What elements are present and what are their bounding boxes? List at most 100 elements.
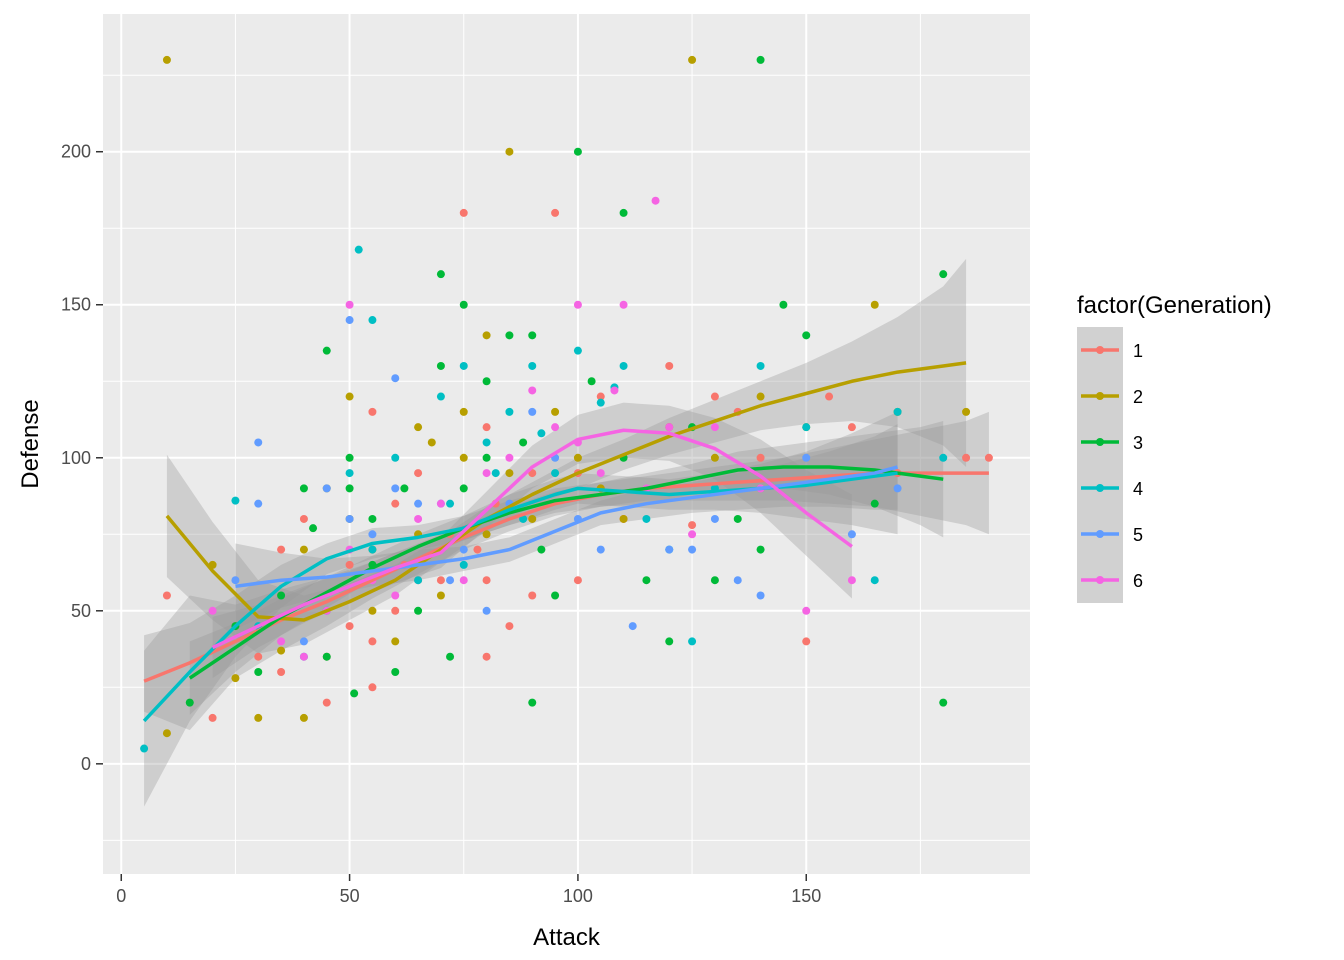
point-gen-5 xyxy=(322,484,331,493)
point-gen-3 xyxy=(665,637,674,646)
point-gen-3 xyxy=(436,270,445,279)
point-gen-5 xyxy=(756,591,765,600)
x-tick-label: 0 xyxy=(116,886,126,906)
point-gen-1 xyxy=(277,545,286,554)
point-gen-6 xyxy=(802,606,811,615)
point-gen-3 xyxy=(277,591,286,600)
point-gen-4 xyxy=(354,245,363,254)
point-gen-1 xyxy=(482,652,491,661)
point-gen-3 xyxy=(939,270,948,279)
point-gen-5 xyxy=(254,438,263,447)
point-gen-4 xyxy=(551,469,560,478)
point-gen-3 xyxy=(528,331,537,340)
point-gen-1 xyxy=(391,499,400,508)
point-gen-1 xyxy=(847,423,856,432)
point-gen-1 xyxy=(505,622,514,631)
legend-point-6 xyxy=(1096,576,1104,584)
point-gen-3 xyxy=(528,698,537,707)
confidence-band-3 xyxy=(189,421,944,715)
point-gen-4 xyxy=(446,499,455,508)
point-gen-3 xyxy=(254,668,263,677)
point-gen-3 xyxy=(642,576,651,585)
legend-label-1: 1 xyxy=(1133,341,1143,361)
axes: 0 50 100 150 0 50 100 150 200 xyxy=(61,142,821,906)
point-gen-2 xyxy=(414,423,423,432)
point-gen-3 xyxy=(619,208,628,217)
point-gen-6 xyxy=(459,576,468,585)
point-gen-2 xyxy=(573,453,582,462)
point-gen-4 xyxy=(802,423,811,432)
point-gen-4 xyxy=(870,576,879,585)
point-gen-4 xyxy=(140,744,149,753)
point-gen-2 xyxy=(436,591,445,600)
point-gen-1 xyxy=(473,545,482,554)
point-gen-3 xyxy=(573,147,582,156)
point-gen-6 xyxy=(651,196,660,205)
point-gen-3 xyxy=(779,300,788,309)
point-gen-5 xyxy=(391,374,400,383)
point-gen-4 xyxy=(688,637,697,646)
point-gen-4 xyxy=(459,361,468,370)
point-gen-5 xyxy=(665,545,674,554)
point-gen-6 xyxy=(505,453,514,462)
smooth-line-3 xyxy=(188,465,944,680)
smooth-line-5 xyxy=(235,465,899,589)
point-gen-1 xyxy=(482,423,491,432)
point-gen-5 xyxy=(299,637,308,646)
point-gen-4 xyxy=(756,361,765,370)
smooth-line-2 xyxy=(165,361,967,622)
point-gen-2 xyxy=(231,674,240,683)
point-gen-6 xyxy=(299,652,308,661)
point-gen-6 xyxy=(665,423,674,432)
point-gen-1 xyxy=(345,560,354,569)
point-gen-5 xyxy=(802,453,811,462)
legend-title: factor(Generation) xyxy=(1077,292,1272,319)
point-gen-4 xyxy=(231,496,240,505)
point-gen-2 xyxy=(254,713,263,722)
legend-point-1 xyxy=(1096,346,1104,354)
point-gen-5 xyxy=(414,499,423,508)
point-gen-1 xyxy=(322,698,331,707)
point-gen-4 xyxy=(482,438,491,447)
point-gen-3 xyxy=(185,698,194,707)
legend-point-3 xyxy=(1096,438,1104,446)
point-gen-2 xyxy=(459,453,468,462)
point-gen-6 xyxy=(619,300,628,309)
point-gen-3 xyxy=(756,545,765,554)
point-gen-3 xyxy=(459,300,468,309)
point-gen-2 xyxy=(459,407,468,416)
point-gen-2 xyxy=(505,469,514,478)
point-gen-1 xyxy=(756,453,765,462)
point-gen-1 xyxy=(962,453,971,462)
point-gen-2 xyxy=(391,637,400,646)
point-gen-1 xyxy=(528,591,537,600)
point-gen-5 xyxy=(254,499,263,508)
legend-label-4: 4 xyxy=(1133,479,1143,499)
point-gen-6 xyxy=(414,514,423,523)
point-gen-6 xyxy=(710,423,719,432)
confidence-band-4 xyxy=(144,411,898,807)
point-gen-5 xyxy=(688,545,697,554)
point-gen-2 xyxy=(482,530,491,539)
point-gen-3 xyxy=(368,514,377,523)
point-gen-2 xyxy=(162,729,171,738)
y-tick-label: 50 xyxy=(71,601,91,621)
point-gen-3 xyxy=(345,484,354,493)
point-gen-4 xyxy=(537,429,546,438)
point-gen-1 xyxy=(551,208,560,217)
point-gen-4 xyxy=(368,545,377,554)
point-gen-2 xyxy=(482,331,491,340)
point-gen-5 xyxy=(710,514,719,523)
point-gen-3 xyxy=(414,606,423,615)
y-tick-label: 200 xyxy=(61,142,91,162)
point-gen-3 xyxy=(322,346,331,355)
point-gen-3 xyxy=(482,453,491,462)
point-gen-4 xyxy=(519,514,528,523)
legend-label-6: 6 xyxy=(1133,571,1143,591)
confidence-band-6 xyxy=(212,402,852,679)
point-gen-2 xyxy=(688,55,697,64)
point-gen-1 xyxy=(596,392,605,401)
point-gen-3 xyxy=(322,652,331,661)
point-gen-4 xyxy=(391,453,400,462)
point-gen-6 xyxy=(208,606,217,615)
